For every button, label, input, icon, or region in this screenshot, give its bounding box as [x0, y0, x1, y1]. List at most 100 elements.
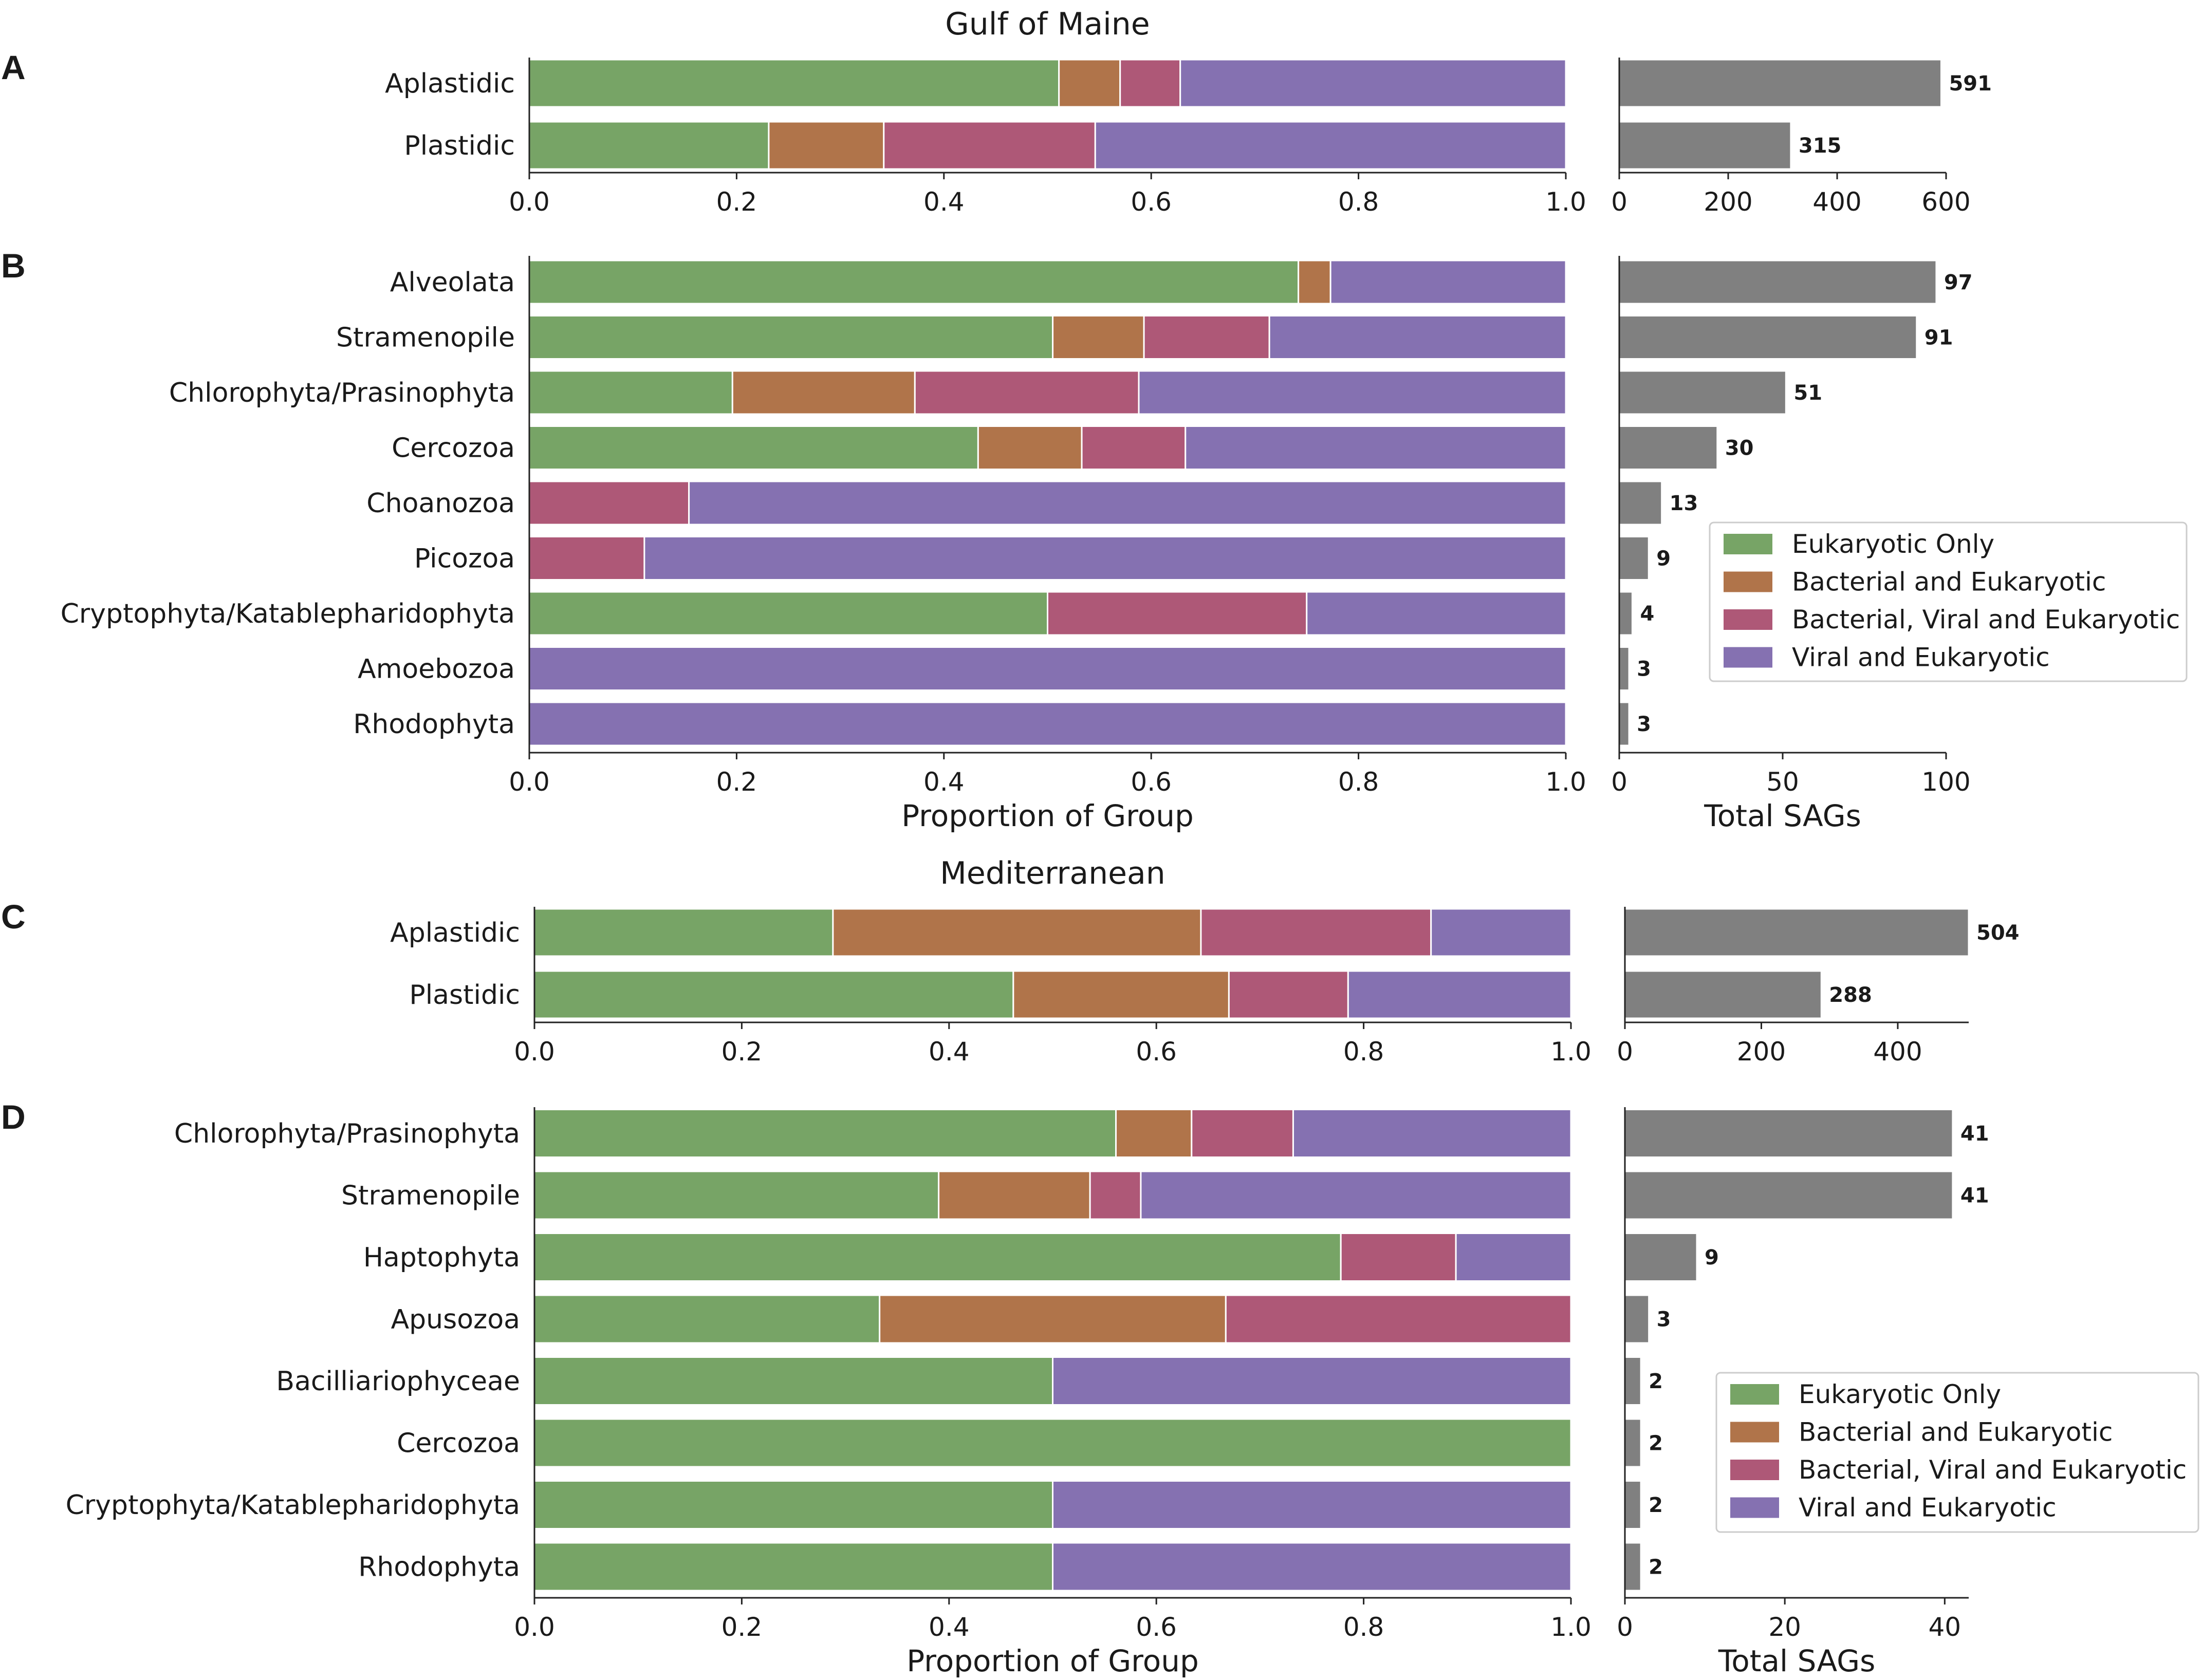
legend-layer: Eukaryotic Only Bacterial and Eukaryotic B… — [1709, 521, 2199, 1533]
count-label: 9 — [1656, 547, 1671, 571]
count-bar — [1618, 370, 1787, 415]
x-tick-label: 0.0 — [509, 767, 550, 797]
count-label: 41 — [1960, 1122, 1989, 1146]
x-tick-label: 100 — [1921, 767, 1970, 797]
bars-layer — [528, 59, 1970, 1592]
x-axis-label: Total SAGs — [1704, 798, 1861, 833]
legend-swatch — [1730, 1497, 1779, 1518]
x-axis-label: Total SAGs — [1718, 1644, 1876, 1678]
legend-label: Bacterial and Eukaryotic — [1799, 1417, 2113, 1447]
category-label: Stramenopile — [336, 323, 515, 353]
category-label: Chlorophyta/Prasinophyta — [174, 1118, 520, 1149]
count-bar — [1624, 1294, 1650, 1344]
stacked-bar-segment — [533, 1109, 1117, 1158]
stacked-bar-segment — [1052, 1480, 1572, 1529]
x-tick-label: 1.0 — [1550, 1037, 1592, 1067]
stacked-bar-segment — [1052, 1542, 1572, 1592]
stacked-bar-segment — [1094, 121, 1567, 170]
axes-layer — [528, 58, 1969, 1604]
count-label: 30 — [1725, 437, 1754, 460]
count-label: 13 — [1670, 492, 1698, 515]
stacked-bar-segment — [1225, 1294, 1572, 1344]
x-tick-label: 0.4 — [923, 187, 965, 217]
stacked-bar-segment — [533, 1170, 940, 1220]
count-bar — [1624, 1170, 1954, 1220]
count-bar — [1618, 646, 1630, 691]
text-layer: Aplastidic Plastidic 0.0 0.2 0.4 0.6 0.8 1.0 Gul… — [1, 6, 2020, 1678]
count-label: 3 — [1657, 1308, 1671, 1332]
stacked-bar-segment — [528, 121, 770, 170]
legend-label: Viral and Eukaryotic — [1799, 1493, 2057, 1523]
stacked-bar-segment — [1138, 370, 1567, 415]
stacked-bar-segment — [533, 908, 834, 957]
stacked-bar-segment — [1298, 259, 1331, 305]
stacked-bar-segment — [1191, 1109, 1294, 1158]
stacked-bar-segment — [1179, 59, 1567, 108]
x-axis-label: Proportion of Group — [901, 798, 1194, 833]
x-tick-label: 600 — [1921, 187, 1970, 217]
x-tick-label: 0.6 — [1131, 187, 1172, 217]
count-bar — [1618, 259, 1937, 305]
count-bar — [1618, 315, 1918, 360]
stacked-bar-segment — [528, 425, 979, 470]
count-label: 91 — [1925, 326, 1953, 350]
count-label: 51 — [1793, 381, 1822, 405]
count-bar — [1618, 121, 1792, 170]
count-bar — [1624, 970, 1822, 1019]
stacked-bar-segment — [533, 1542, 1053, 1592]
x-tick-label: 0.4 — [923, 767, 965, 797]
stacked-bar-segment — [1455, 1233, 1572, 1282]
legend-label: Eukaryotic Only — [1792, 529, 1994, 559]
count-label: 315 — [1799, 134, 1842, 158]
stacked-bar-segment — [1115, 1109, 1193, 1158]
category-label: Choanozoa — [366, 488, 515, 519]
stacked-bar-segment — [1081, 425, 1187, 470]
stacked-bar-segment — [1228, 970, 1349, 1019]
count-bar — [1624, 1542, 1642, 1592]
x-tick-label: 0.0 — [514, 1037, 555, 1067]
stacked-bar-segment — [533, 970, 1014, 1019]
count-bar — [1618, 536, 1650, 581]
stacked-bar-segment — [1012, 970, 1230, 1019]
panel-letter: A — [1, 48, 26, 86]
x-tick-label: 0.2 — [716, 767, 757, 797]
stacked-bar-segment — [938, 1170, 1091, 1220]
stacked-bar-segment — [731, 370, 916, 415]
stacked-bar-segment — [533, 1356, 1053, 1406]
category-label: Chlorophyta/Prasinophyta — [169, 378, 515, 408]
stacked-bar-segment — [1292, 1109, 1572, 1158]
category-label: Cercozoa — [397, 1428, 520, 1459]
stacked-bar-segment — [643, 536, 1567, 581]
count-bar — [1618, 59, 1942, 108]
count-label: 41 — [1960, 1184, 1989, 1208]
category-label: Cercozoa — [392, 433, 515, 464]
x-tick-label: 0.0 — [509, 187, 550, 217]
category-label: Alveolata — [390, 267, 515, 298]
stacked-bar-segment — [832, 908, 1202, 957]
x-tick-label: 0.0 — [514, 1612, 555, 1642]
count-label: 2 — [1649, 1556, 1663, 1579]
category-label: Haptophyta — [363, 1242, 520, 1273]
count-label: 504 — [1976, 921, 2020, 945]
category-label: Plastidic — [409, 980, 520, 1011]
x-tick-label: 200 — [1704, 187, 1752, 217]
x-tick-label: 0.8 — [1343, 1037, 1384, 1067]
category-label: Apusozoa — [391, 1304, 520, 1335]
count-label: 4 — [1640, 602, 1654, 626]
x-tick-label: 200 — [1737, 1037, 1786, 1067]
count-label: 97 — [1944, 271, 1973, 294]
count-bar — [1618, 591, 1633, 636]
category-label: Cryptophyta/Katablepharidophyta — [66, 1490, 520, 1521]
x-tick-label: 0.8 — [1338, 187, 1379, 217]
stacked-bar-segment — [1200, 908, 1432, 957]
category-label: Cryptophyta/Katablepharidophyta — [61, 599, 515, 629]
category-label: Amoebozoa — [358, 654, 515, 685]
chart-title: Gulf of Maine — [945, 6, 1150, 42]
legend-box — [1709, 521, 2188, 682]
x-tick-label: 0.4 — [929, 1037, 970, 1067]
count-label: 3 — [1637, 713, 1651, 736]
legend-swatch — [1730, 1422, 1779, 1443]
stacked-bar-segment — [1052, 315, 1145, 360]
stacked-bar-segment — [528, 370, 733, 415]
